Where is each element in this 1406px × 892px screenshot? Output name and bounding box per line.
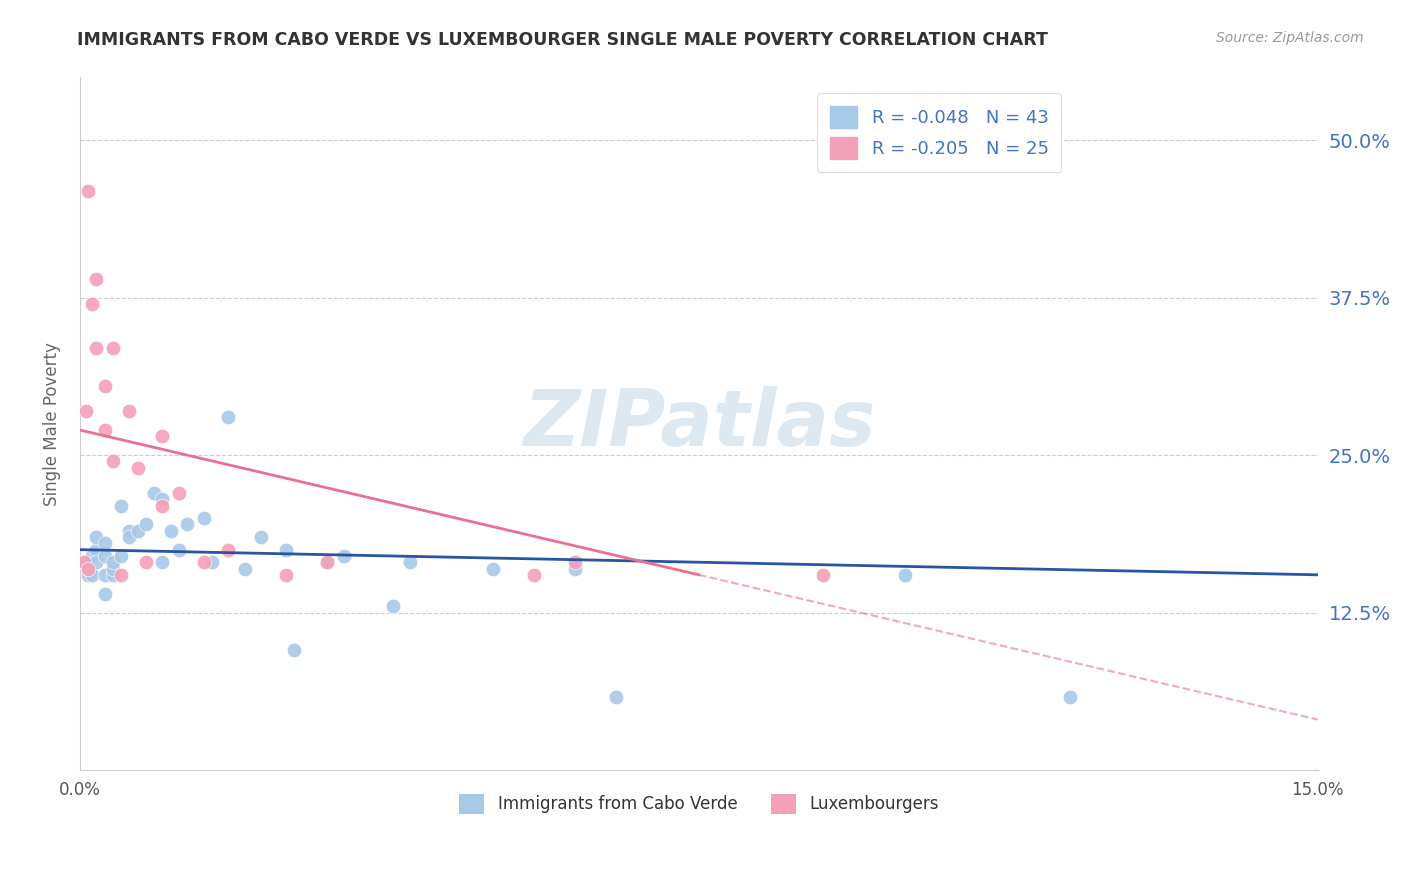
Point (605, 690, 627, 704)
Point (101, 454, 124, 468)
Point (399, 555, 422, 569)
Point (201, 555, 224, 569)
Point (110, 499, 132, 513)
Legend: Immigrants from Cabo Verde, Luxembourgers: Immigrants from Cabo Verde, Luxembourger… (449, 784, 949, 824)
Point (283, 643, 305, 657)
Point (481, 561, 503, 575)
Point (86, 341, 108, 355)
Point (333, 549, 356, 563)
Point (82, 297, 104, 311)
Text: IMMIGRANTS FROM CABO VERDE VS LUXEMBOURGER SINGLE MALE POVERTY CORRELATION CHART: IMMIGRANTS FROM CABO VERDE VS LUXEMBOURG… (77, 31, 1049, 49)
Point (86, 555, 108, 569)
Point (193, 511, 215, 525)
Point (233, 561, 256, 575)
Point (93, 549, 115, 563)
Point (93, 423, 115, 437)
Point (1059, 690, 1081, 704)
Point (276, 567, 298, 582)
Point (159, 524, 181, 538)
Point (143, 486, 166, 500)
Point (93, 536, 115, 550)
Point (101, 341, 124, 355)
Point (811, 567, 834, 582)
Point (110, 567, 132, 582)
Point (82, 567, 104, 582)
Point (217, 410, 239, 425)
Point (93, 587, 115, 601)
Point (76, 404, 98, 418)
Point (101, 567, 124, 582)
Point (193, 555, 215, 569)
Point (118, 524, 141, 538)
Point (167, 486, 190, 500)
Point (152, 499, 174, 513)
Text: Source: ZipAtlas.com: Source: ZipAtlas.com (1216, 31, 1364, 45)
Point (77, 184, 100, 198)
Text: ZIPatlas: ZIPatlas (523, 385, 875, 462)
Point (176, 517, 198, 532)
Point (73, 555, 96, 569)
Point (523, 567, 546, 582)
Point (101, 555, 124, 569)
Point (118, 530, 141, 544)
Point (110, 549, 132, 563)
Point (135, 517, 157, 532)
Y-axis label: Single Male Poverty: Single Male Poverty (44, 342, 60, 506)
Point (127, 460, 149, 475)
Point (564, 555, 586, 569)
Point (316, 555, 339, 569)
Point (167, 542, 190, 557)
Point (316, 555, 339, 569)
Point (217, 542, 239, 557)
Point (86, 272, 108, 286)
Point (152, 555, 174, 569)
Point (86, 542, 108, 557)
Point (77, 567, 100, 582)
Point (250, 530, 273, 544)
Point (894, 567, 917, 582)
Point (118, 404, 141, 418)
Point (382, 599, 405, 614)
Point (73, 555, 96, 569)
Point (101, 561, 124, 575)
Point (127, 524, 149, 538)
Point (135, 555, 157, 569)
Point (152, 429, 174, 443)
Point (77, 561, 100, 575)
Point (77, 561, 100, 575)
Point (564, 561, 586, 575)
Point (152, 492, 174, 507)
Point (276, 542, 298, 557)
Point (86, 530, 108, 544)
Point (93, 379, 115, 393)
Point (82, 549, 104, 563)
Point (93, 567, 115, 582)
